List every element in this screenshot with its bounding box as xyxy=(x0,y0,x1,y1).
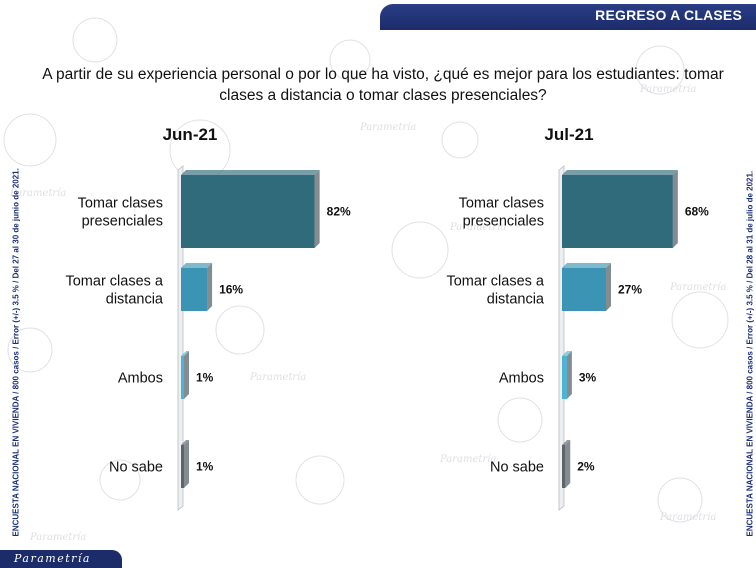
bar-top-jul-1 xyxy=(562,263,612,268)
svg-text:Parametría: Parametría xyxy=(359,122,416,133)
category-label-jul-1: Tomar clases a distancia xyxy=(446,274,544,308)
svg-text:Parametría: Parametría xyxy=(9,188,66,199)
svg-text:Parametría: Parametría xyxy=(639,84,696,95)
value-label-jul-2: 3% xyxy=(579,371,597,385)
bar-side-jun-0 xyxy=(314,170,320,248)
category-label-jul-3: No sabe xyxy=(490,460,544,476)
bar-jun-2 xyxy=(181,356,184,399)
value-label-jun-1: 16% xyxy=(219,283,243,297)
footer-logo: Parametría xyxy=(14,552,91,565)
bar-jul-1 xyxy=(562,268,607,311)
value-label-jun-2: 1% xyxy=(196,371,214,385)
category-label-jul-0: Tomar clases presenciales xyxy=(459,196,544,230)
svg-text:Parametría: Parametría xyxy=(249,372,306,383)
bar-top-jun-0 xyxy=(181,170,320,175)
bar-top-jun-2 xyxy=(181,351,189,356)
svg-text:Parametría: Parametría xyxy=(449,222,506,233)
value-label-jul-1: 27% xyxy=(618,283,642,297)
bar-jul-2 xyxy=(562,356,567,399)
value-label-jun-3: 1% xyxy=(196,460,214,474)
header-bar: REGRESO A CLASES xyxy=(380,4,756,30)
value-label-jun-0: 82% xyxy=(327,205,351,219)
bar-side-jul-3 xyxy=(565,440,571,488)
bar-jun-3 xyxy=(181,445,184,488)
bar-top-jul-3 xyxy=(562,440,571,445)
bar-top-jul-2 xyxy=(562,351,572,356)
bar-side-jul-1 xyxy=(606,263,612,311)
value-label-jul-0: 68% xyxy=(685,205,709,219)
bar-jul-3 xyxy=(562,445,566,488)
axis-wall-jun xyxy=(177,165,184,511)
bar-side-jun-1 xyxy=(207,263,213,311)
value-label-jul-3: 2% xyxy=(577,460,595,474)
bar-top-jun-3 xyxy=(181,440,189,445)
bar-jun-0 xyxy=(181,175,315,248)
bar-jul-0 xyxy=(562,175,673,248)
bar-side-jul-0 xyxy=(672,170,678,248)
page-title: REGRESO A CLASES xyxy=(595,7,742,23)
category-label-jun-3: No sabe xyxy=(109,460,163,476)
chart-title-jun: Jun-21 xyxy=(163,125,218,144)
bar-jun-1 xyxy=(181,268,208,311)
svg-text:Parametría: Parametría xyxy=(669,282,726,293)
bar-side-jul-2 xyxy=(566,351,572,399)
svg-text:Parametría: Parametría xyxy=(659,512,716,523)
category-label-jun-1: Tomar clases a distancia xyxy=(65,274,163,308)
category-label-jun-0: Tomar clases presenciales xyxy=(78,196,163,230)
bar-top-jul-0 xyxy=(562,170,678,175)
category-label-jul-2: Ambos xyxy=(499,371,544,387)
bar-side-jun-3 xyxy=(184,440,189,488)
axis-wall-jul xyxy=(558,165,565,511)
bar-top-jun-1 xyxy=(181,263,213,268)
category-label-jun-2: Ambos xyxy=(118,371,163,387)
question-text: A partir de su experiencia personal o po… xyxy=(42,66,724,104)
footer-bar: Parametría xyxy=(0,550,122,568)
bar-side-jun-2 xyxy=(184,351,189,399)
chart-title-jul: Jul-21 xyxy=(544,125,593,144)
svg-text:Parametría: Parametría xyxy=(29,532,86,543)
svg-text:Parametría: Parametría xyxy=(439,454,496,465)
